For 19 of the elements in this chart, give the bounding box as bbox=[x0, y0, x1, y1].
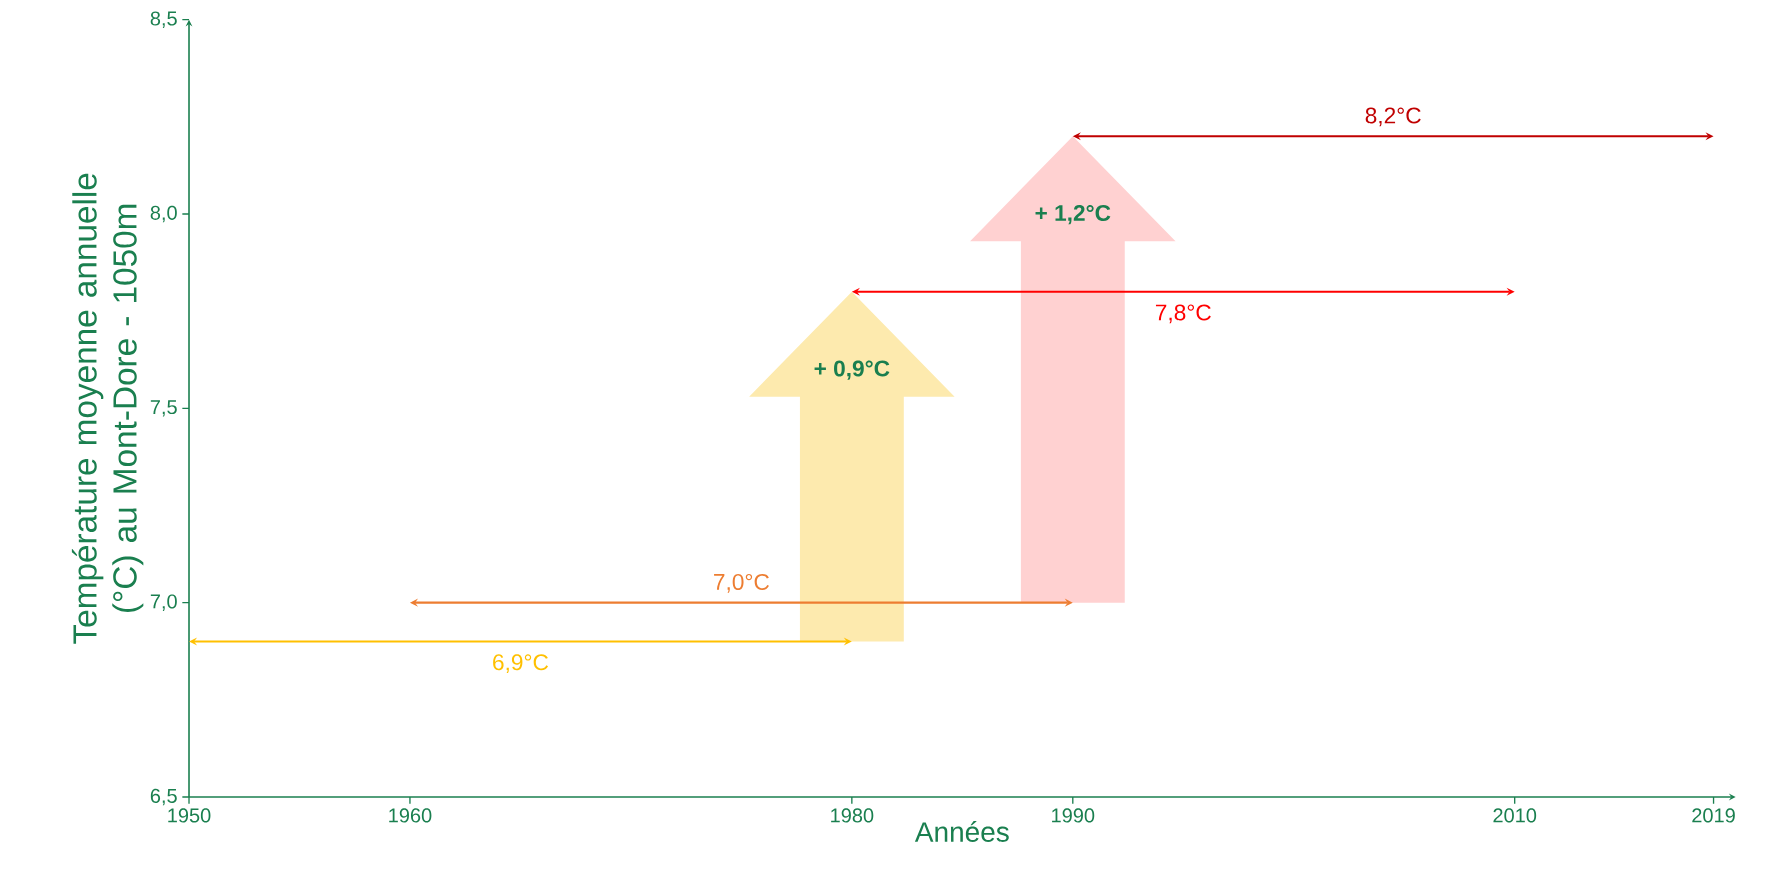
series-label: 8,2°C bbox=[1365, 107, 1421, 127]
y-tick-label: 8,5 bbox=[150, 11, 177, 28]
annotation: + 0,9°C bbox=[814, 360, 890, 380]
annotation: + 1,2°C bbox=[1035, 204, 1111, 225]
x-tick-label: 1980 bbox=[831, 808, 874, 823]
x-tick-label: 1960 bbox=[389, 808, 432, 823]
y-tick-label: 6,5 bbox=[150, 788, 177, 806]
y-tick-label: 7,0 bbox=[150, 594, 177, 611]
y-axis-title: Température moyenne annuelle (°C) au Mont-Dore - 1050m bbox=[71, 173, 144, 644]
x-tick-label: 1990 bbox=[1052, 808, 1095, 823]
x-tick-label: 1950 bbox=[168, 808, 211, 823]
series-label: 7,8°C bbox=[1155, 304, 1211, 324]
series-label: 7,0°C bbox=[714, 573, 769, 593]
x-tick-label: 2019 bbox=[1692, 808, 1735, 823]
x-tick-label: 2010 bbox=[1493, 808, 1537, 823]
series-label: 6,9°C bbox=[493, 654, 549, 673]
y-tick-label: 8,0 bbox=[150, 205, 177, 223]
y-tick-label: 7,5 bbox=[150, 400, 177, 417]
x-axis-title: Années bbox=[914, 821, 1009, 842]
